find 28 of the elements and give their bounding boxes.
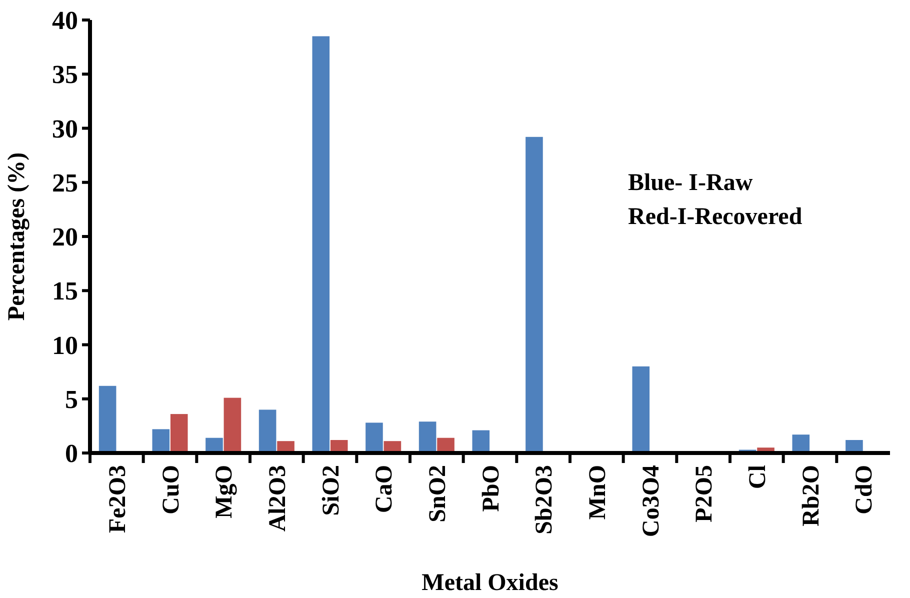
x-tick-label: Sb2O3 xyxy=(532,465,558,534)
y-tick-label: 30 xyxy=(52,114,78,144)
x-tick-label: Al2O3 xyxy=(265,465,292,532)
x-tick-label: MnO xyxy=(585,465,612,520)
y-tick-label: 5 xyxy=(65,384,78,414)
x-tick-label: CaO xyxy=(372,465,398,513)
x-tick-label: CuO xyxy=(158,465,184,514)
x-tick-label: Co3O4 xyxy=(638,465,664,537)
y-tick-label: 0 xyxy=(65,439,78,468)
y-tick-label: 20 xyxy=(52,222,78,252)
y-tick-label: 40 xyxy=(52,6,78,36)
x-tick-label: SnO2 xyxy=(425,465,452,522)
y-axis-title: Percentages (%) xyxy=(4,152,30,321)
y-tick-label: 25 xyxy=(52,168,78,198)
annotation: Blue- I-Raw xyxy=(628,170,754,196)
x-tick-label: SiO2 xyxy=(318,465,344,516)
x-tick-label: CdO xyxy=(852,465,878,514)
y-tick-label: 15 xyxy=(52,276,78,306)
x-tick-label: Rb2O xyxy=(798,465,824,526)
y-tick-label: 35 xyxy=(52,60,78,90)
x-tick-label: Fe2O3 xyxy=(105,465,132,533)
annotation: Red-I-Recovered xyxy=(628,204,803,230)
x-tick-label: PbO xyxy=(478,465,504,512)
x-axis-title: Metal Oxides xyxy=(422,570,558,596)
x-tick-label: P2O5 xyxy=(692,465,718,522)
x-tick-label: Cl xyxy=(745,464,772,489)
x-tick-label: MgO xyxy=(212,465,238,518)
y-tick-label: 10 xyxy=(52,330,78,360)
